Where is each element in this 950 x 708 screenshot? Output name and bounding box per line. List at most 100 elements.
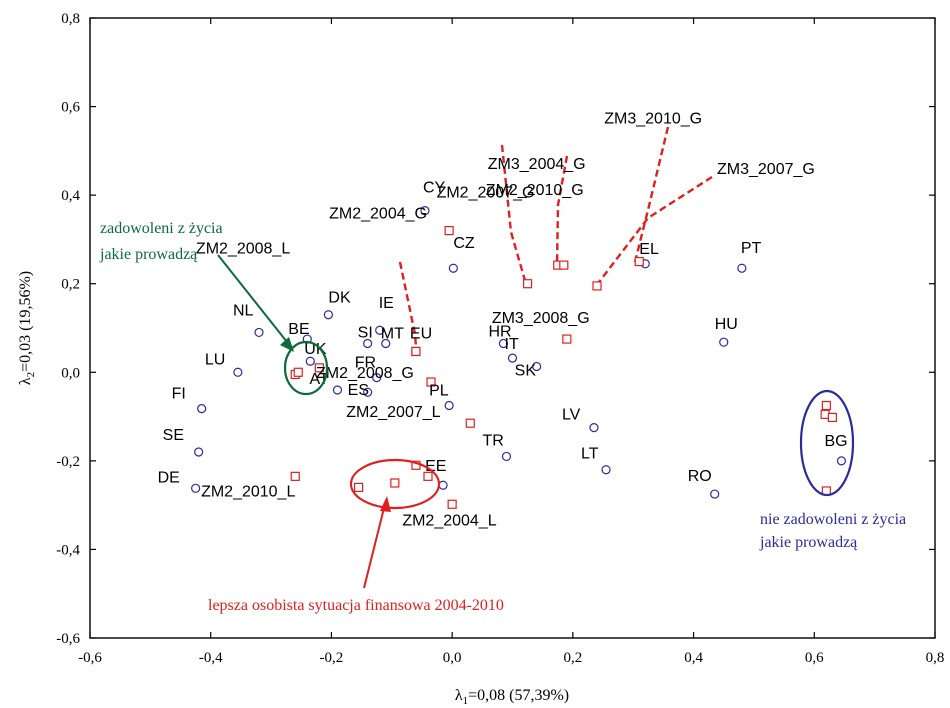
country-point	[438, 480, 448, 490]
country-point	[194, 447, 204, 457]
leader-line	[500, 144, 528, 285]
point-label: BE	[288, 321, 309, 338]
category-point	[426, 377, 436, 387]
point-label: ZM2_2007_G	[437, 185, 535, 202]
category-point	[353, 482, 364, 493]
green-ellipse	[283, 340, 329, 396]
point-label: SI	[358, 325, 373, 342]
point-label: LV	[562, 407, 581, 424]
category-point	[559, 260, 569, 270]
red-arrowhead	[380, 496, 391, 512]
leader-line	[595, 175, 713, 287]
country-point	[532, 361, 542, 372]
country-point	[737, 263, 747, 273]
x-axis-label: λ1=0,08 (57,39%)	[455, 687, 569, 707]
point-label: EE	[425, 458, 446, 475]
red-annotation: lepsza osobista sytuacja finansowa 2004-…	[208, 597, 504, 614]
x-tick-label: 0,8	[926, 650, 945, 666]
leader-line	[398, 261, 418, 348]
point-label: PT	[741, 240, 762, 257]
country-point	[507, 353, 518, 363]
green-arrowhead	[280, 337, 294, 352]
country-point	[836, 456, 847, 466]
y-tick-label: 0,8	[61, 11, 80, 27]
category-point	[821, 400, 831, 411]
point-label: DE	[158, 469, 180, 486]
point-label: IT	[505, 336, 519, 353]
point-label: HR	[488, 324, 511, 341]
green-arrow	[217, 254, 292, 348]
point-label: IE	[379, 295, 394, 312]
point-label: LU	[205, 351, 225, 368]
point-label: AT	[309, 371, 328, 388]
point-label: ZM2_2008_L	[196, 240, 290, 257]
country-point	[363, 387, 373, 397]
y-tick-label: 0,0	[61, 365, 80, 381]
point-label: ZM2_2004_G	[329, 206, 427, 223]
country-point	[420, 206, 430, 216]
green-annotation-line1: zadowoleni z życia	[100, 220, 223, 237]
leader-lines	[398, 126, 713, 348]
y-tick-label: -0,6	[56, 631, 80, 647]
point-label: HU	[715, 316, 738, 333]
point-label: ZM3_2010_G	[604, 111, 702, 128]
category-point	[293, 367, 303, 377]
category-point	[592, 281, 602, 291]
point-label: SE	[163, 427, 184, 444]
country-point	[375, 325, 385, 335]
plot-frame	[89, 17, 936, 639]
blue-ellipse	[799, 389, 855, 497]
category-point	[411, 346, 421, 357]
point-label: ZM3_2008_G	[492, 310, 590, 327]
point-label: TR	[482, 432, 503, 449]
category-point	[562, 334, 572, 344]
point-label: ES	[348, 382, 369, 399]
country-point	[323, 310, 334, 320]
x-tick-label: 0,0	[443, 650, 462, 666]
extra-label: ZM2_2004_L	[402, 512, 496, 529]
red-arrow	[363, 503, 386, 589]
country-point	[254, 327, 264, 338]
country-point	[601, 465, 611, 475]
category-point	[423, 471, 433, 481]
point-label: ZM2_2008_G	[316, 365, 414, 382]
country-point	[191, 483, 201, 493]
point-label: NL	[233, 302, 254, 319]
point-label: FI	[172, 386, 186, 403]
y-tick-label: 0,6	[61, 100, 80, 116]
x-tick-label: -0,2	[320, 650, 344, 666]
point-label: FR	[355, 355, 376, 372]
country-point	[197, 404, 207, 414]
leader-line	[633, 126, 670, 263]
point-label: CY	[423, 180, 446, 197]
point-label: EL	[639, 241, 659, 258]
green-annotation-line2: jakie prowadzą	[99, 246, 198, 263]
country-point	[363, 338, 373, 349]
y-tick-label: -0,4	[56, 542, 80, 558]
x-tick-label: 0,4	[684, 650, 703, 666]
point-label: DK	[328, 290, 351, 307]
point-label: LT	[581, 446, 599, 463]
point-label: EU	[410, 325, 432, 342]
country-point	[233, 367, 243, 377]
category-point	[390, 478, 400, 488]
category-point	[465, 418, 475, 428]
extra-label: ZM2_2010_L	[201, 484, 295, 501]
category-point	[290, 471, 300, 481]
axis-ticks: -0,6 -0,4 -0,2 0,0 0,2 0,4 0,6 0,8 0,8 0,6 0,4 0,2 0…	[56, 11, 944, 666]
category-point	[634, 256, 644, 267]
country-point	[719, 337, 729, 347]
point-label: ZM2_2010_G	[486, 182, 584, 199]
country-point	[448, 263, 458, 273]
x-tick-label: 0,6	[805, 650, 824, 666]
y-tick-label: 0,4	[61, 188, 80, 204]
data-points	[191, 206, 847, 509]
x-tick-label: -0,4	[199, 650, 223, 666]
red-ellipse	[349, 458, 441, 510]
y-tick-label: -0,2	[56, 454, 80, 470]
y-axis-label: λ2=0,03 (19,56%)	[17, 271, 37, 385]
country-point	[498, 338, 509, 349]
point-labels: CY CZ EL PT DK IE NL BE SI MT HR HU IT UK SK LU FR AT ES PL…	[158, 111, 848, 530]
category-point	[827, 412, 837, 423]
